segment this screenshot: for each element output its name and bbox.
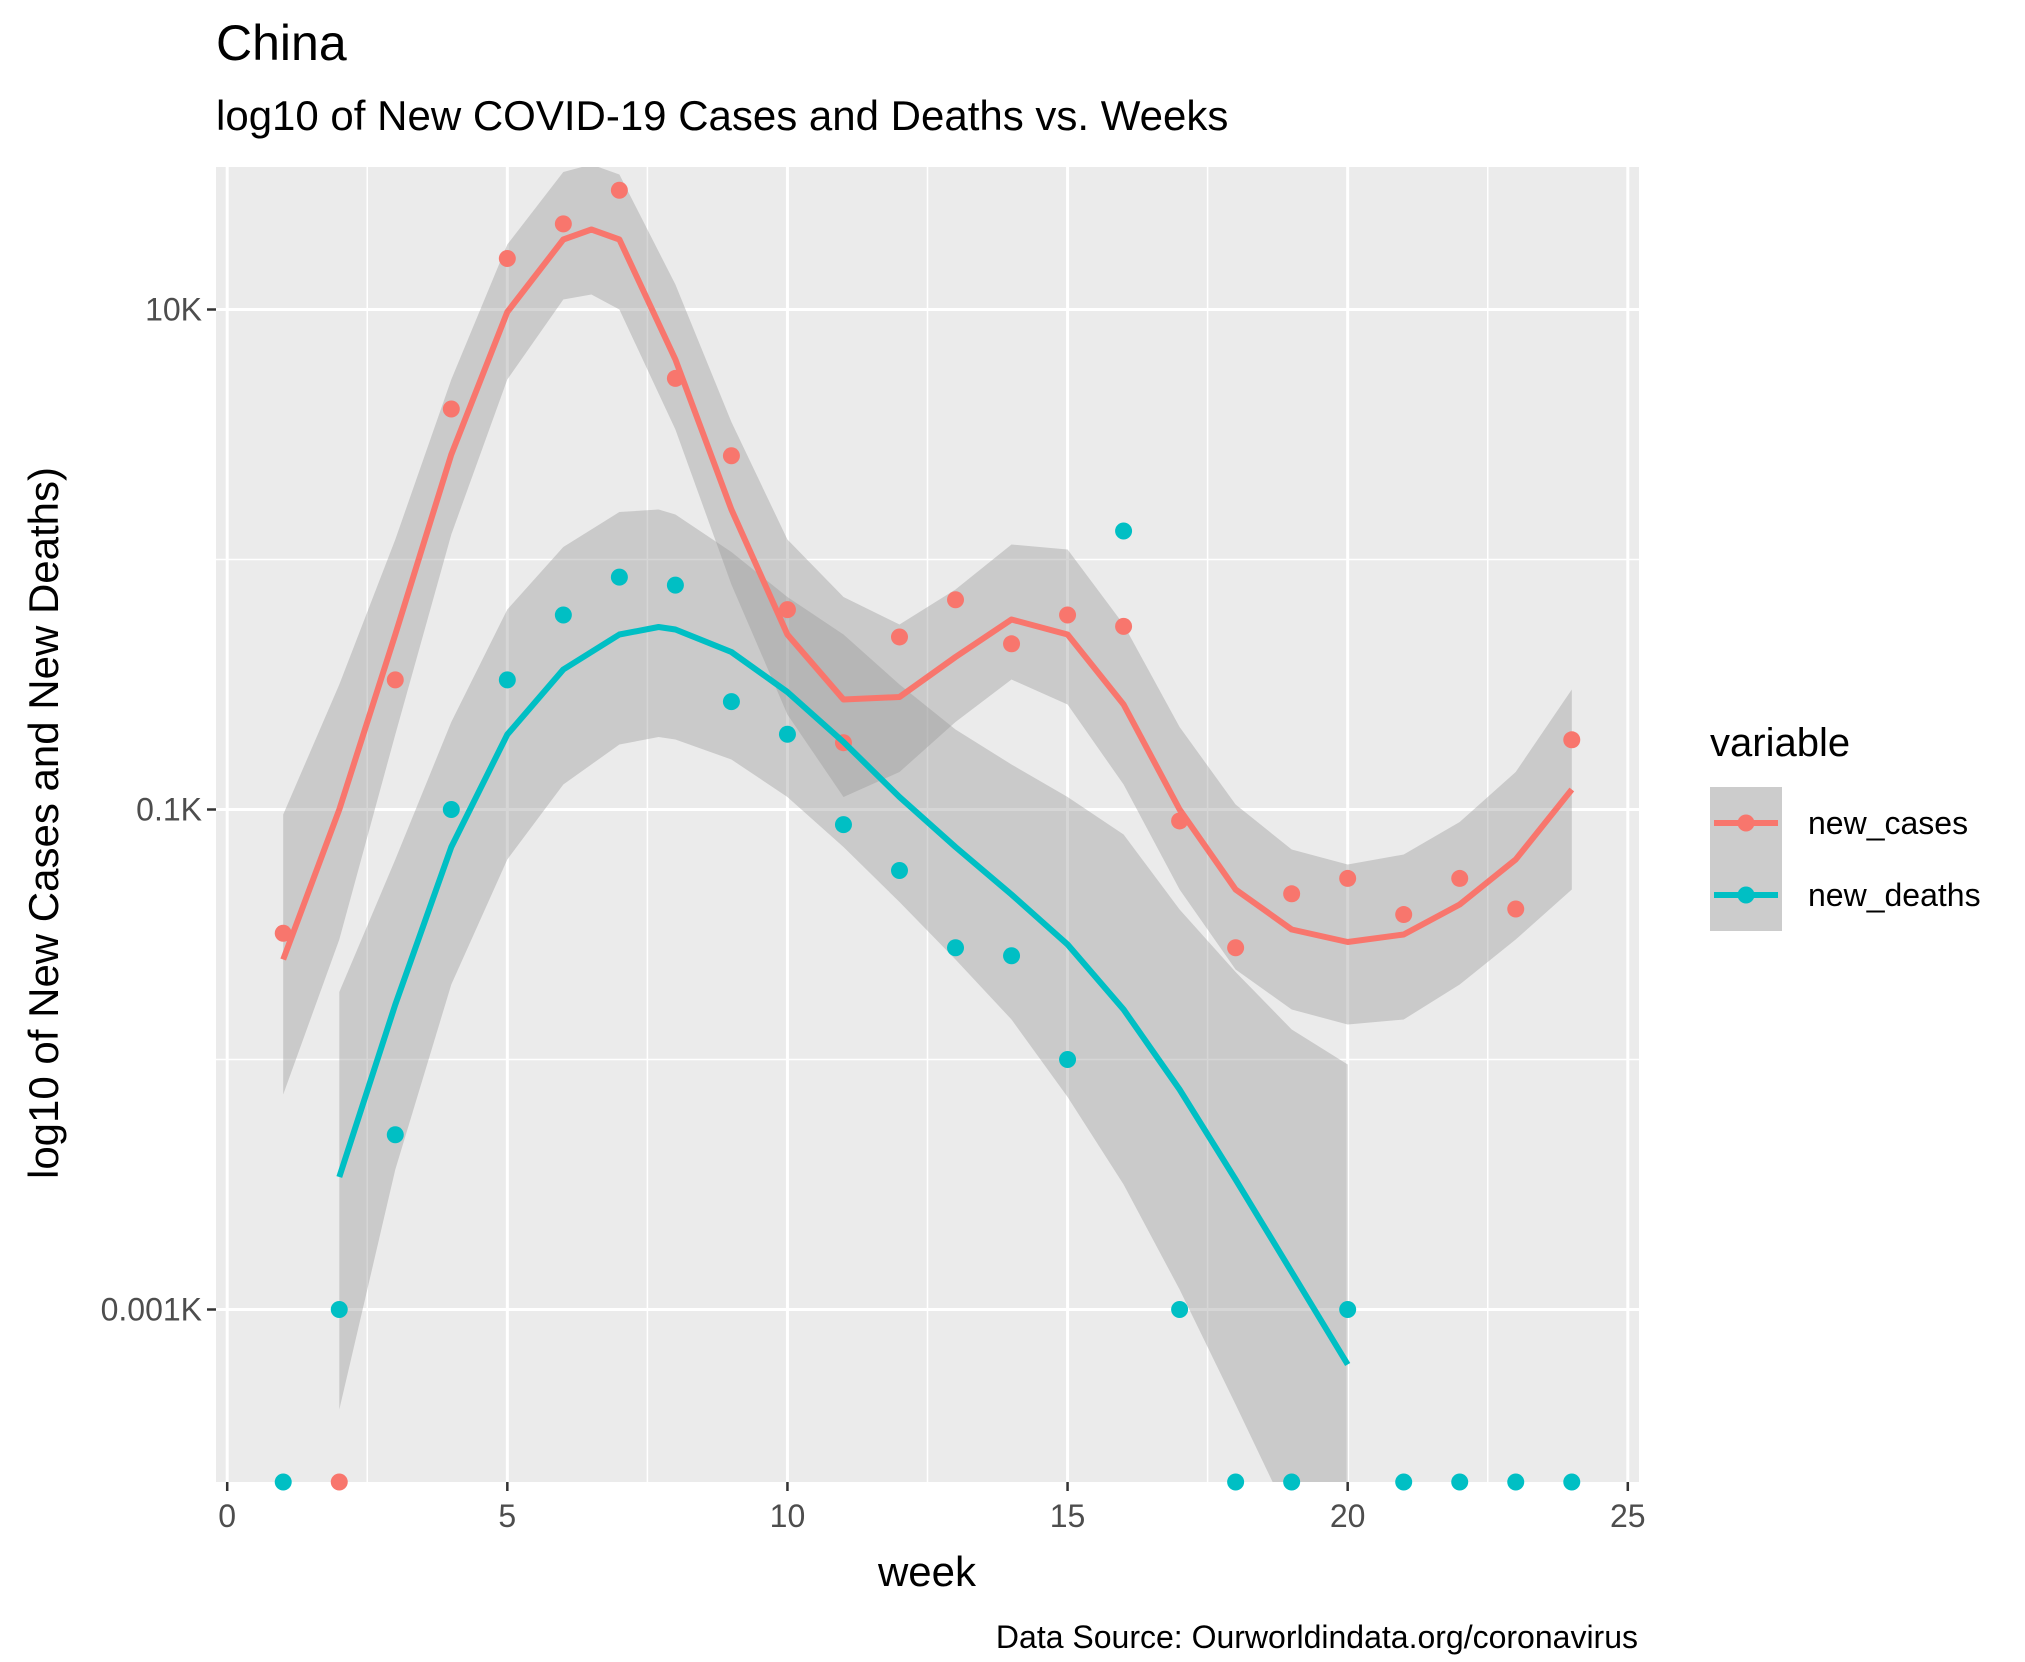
x-axis: 0 5 10 15 20 25 [218, 1482, 1646, 1534]
x-tick-label: 5 [498, 1498, 516, 1534]
new_deaths-point [610, 568, 628, 586]
new_cases-confidence-band [283, 167, 1572, 1095]
new_deaths-point [498, 671, 516, 689]
new_cases-point [498, 249, 516, 267]
new_cases-point [1283, 885, 1301, 903]
new_deaths-point [1171, 1301, 1189, 1318]
fit-lines [280, 226, 1575, 1367]
chart-title: China [216, 15, 347, 71]
new_cases-point [1339, 869, 1357, 887]
new_cases-point [778, 601, 796, 619]
y-tick-label: 0.001K [101, 1292, 202, 1328]
new_deaths-point [947, 939, 965, 957]
new_deaths-point [554, 606, 572, 624]
new_deaths-point [1507, 1473, 1525, 1491]
y-tick-label: 10K [145, 292, 202, 328]
new_cases-point [330, 1473, 348, 1491]
new_deaths-point [1115, 522, 1133, 540]
new_cases-point [610, 181, 628, 199]
legend-point-new_cases [1737, 814, 1755, 832]
new_cases-point [1451, 869, 1469, 887]
new_deaths-point [1563, 1473, 1581, 1491]
new_deaths-point [1283, 1473, 1301, 1491]
new_deaths-point [722, 693, 740, 711]
legend-items: new_cases new_deaths [1710, 787, 1981, 931]
new_deaths-point [890, 862, 908, 880]
new_deaths-point [274, 1473, 292, 1491]
new_cases-point [442, 400, 460, 418]
new_cases-point [1563, 731, 1581, 749]
new_cases-point [890, 628, 908, 646]
y-tick-label: 0.1K [136, 792, 202, 828]
new_deaths-point [778, 725, 796, 743]
x-tick-label: 0 [218, 1498, 236, 1534]
new_deaths-point [666, 576, 684, 594]
new_deaths-point [1339, 1301, 1357, 1318]
new_deaths-point [1059, 1051, 1077, 1068]
new_deaths-fit-line [336, 624, 1351, 1367]
x-tick-label: 10 [770, 1498, 806, 1534]
legend-label-new_deaths: new_deaths [1808, 877, 1981, 913]
x-axis-title: week [877, 1548, 977, 1595]
new_cases-point [1507, 900, 1525, 918]
new_deaths-point [1451, 1473, 1469, 1491]
new_cases-point [1115, 617, 1133, 635]
new_cases-point [1003, 635, 1021, 653]
new_cases-fit-line [280, 226, 1575, 961]
new_deaths-point [330, 1301, 348, 1318]
legend-title: variable [1710, 721, 1850, 765]
new_deaths-point [386, 1126, 404, 1144]
new_cases-point [274, 924, 292, 942]
new_cases-point [722, 447, 740, 465]
new_deaths-point [442, 801, 460, 818]
new_cases-point [1059, 606, 1077, 624]
y-axis-title: log10 of New Cases and New Deaths) [20, 467, 67, 1179]
new_deaths-point [1003, 947, 1021, 965]
legend-point-new_deaths [1737, 886, 1755, 904]
new_deaths-point [1227, 1473, 1245, 1491]
new_deaths-confidence-band [339, 509, 1348, 1482]
confidence-bands [283, 167, 1572, 1482]
x-tick-label: 20 [1330, 1498, 1366, 1534]
new_cases-point [1395, 906, 1413, 924]
legend-label-new_cases: new_cases [1808, 805, 1968, 841]
new_deaths-point [834, 816, 852, 834]
new_cases-point [1227, 939, 1245, 957]
chart-subtitle: log10 of New COVID-19 Cases and Deaths v… [216, 92, 1228, 139]
y-axis: 0.001K 0.1K 10K [101, 292, 216, 1328]
new_cases-point [554, 215, 572, 233]
x-tick-label: 15 [1050, 1498, 1086, 1534]
new_deaths-point [1395, 1473, 1413, 1491]
x-tick-label: 25 [1610, 1498, 1646, 1534]
caption: Data Source: Ourworldindata.org/coronavi… [996, 1619, 1638, 1655]
legend: variable new_cases new_deaths [1710, 721, 1981, 931]
new_cases-point [947, 591, 965, 609]
new_cases-point [386, 671, 404, 689]
